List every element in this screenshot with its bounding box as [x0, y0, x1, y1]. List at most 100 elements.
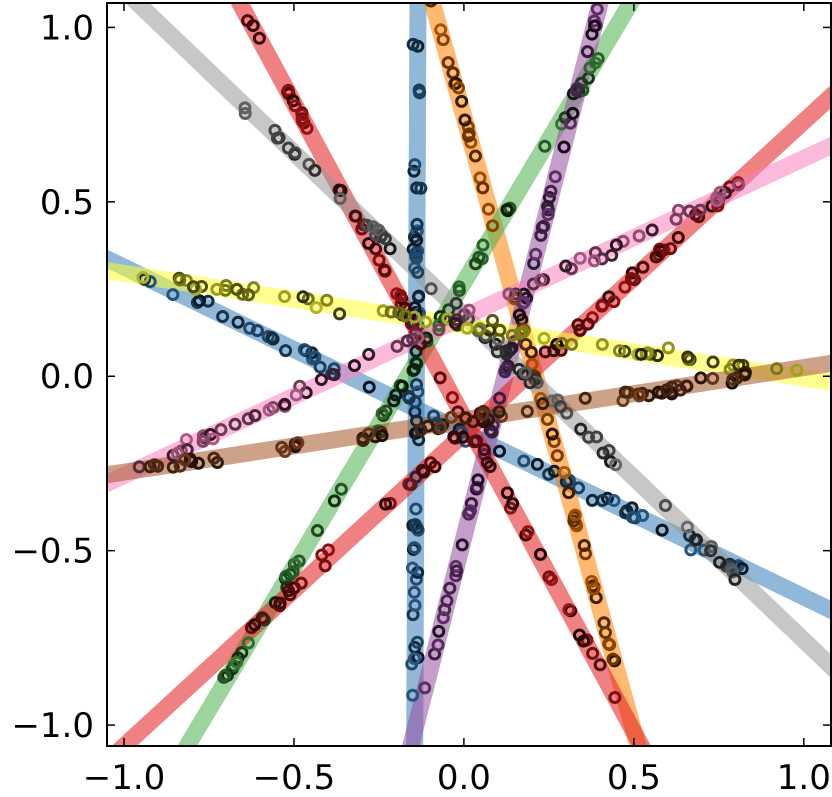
data-point — [308, 163, 322, 177]
data-point — [595, 337, 609, 351]
data-point — [535, 221, 549, 235]
data-point — [288, 99, 302, 113]
y-tick-label: 1.0 — [40, 8, 94, 48]
data-point — [390, 339, 404, 353]
data-point — [242, 288, 256, 302]
data-point — [170, 446, 184, 460]
data-point — [441, 56, 455, 70]
data-point — [713, 185, 727, 199]
data-point — [533, 547, 547, 561]
data-point — [375, 406, 389, 420]
data-point — [424, 282, 438, 296]
data-point — [286, 565, 300, 579]
data-point — [580, 45, 594, 59]
data-point — [448, 316, 462, 330]
data-point — [726, 372, 740, 386]
data-point — [523, 376, 537, 390]
data-point — [186, 280, 200, 294]
data-point — [327, 368, 341, 382]
data-point — [275, 440, 289, 454]
data-point — [296, 290, 310, 304]
data-point — [248, 618, 262, 632]
data-point — [590, 3, 604, 16]
data-point — [731, 178, 745, 192]
data-point — [770, 362, 784, 376]
data-point — [500, 203, 514, 217]
data-point — [452, 81, 466, 95]
data-point — [424, 3, 438, 8]
data-point — [455, 538, 469, 552]
data-point — [633, 389, 647, 403]
data-point — [243, 321, 257, 335]
data-point — [483, 460, 497, 474]
data-point — [587, 14, 601, 28]
x-tick-label: 0.5 — [607, 758, 661, 797]
data-point — [574, 422, 588, 436]
data-point — [585, 574, 599, 588]
data-point — [327, 494, 341, 508]
data-point — [582, 430, 596, 444]
data-point — [360, 218, 374, 232]
data-point — [440, 594, 454, 608]
data-point — [645, 223, 659, 237]
data-point — [408, 158, 422, 172]
data-point — [658, 498, 672, 512]
data-point — [624, 272, 638, 286]
data-point — [499, 362, 513, 376]
data-point — [471, 473, 485, 487]
y-axis-ticks: 1.0 0.5 0.0 −0.5 −1.0 — [11, 8, 831, 746]
data-point — [410, 233, 424, 247]
data-point — [362, 347, 376, 361]
data-point — [270, 131, 284, 145]
data-point — [537, 331, 551, 345]
data-point — [572, 481, 586, 495]
data-point — [395, 379, 409, 393]
x-tick-label: −0.5 — [253, 758, 336, 797]
data-point — [407, 652, 421, 666]
data-point — [728, 573, 742, 587]
data-point — [559, 259, 573, 273]
data-point — [606, 652, 620, 666]
data-point — [252, 31, 266, 45]
data-point — [450, 564, 464, 578]
data-point — [554, 400, 568, 414]
data-point — [291, 436, 305, 450]
data-point — [411, 265, 425, 279]
data-point — [680, 520, 694, 534]
data-point — [434, 421, 448, 435]
data-point — [460, 321, 474, 335]
data-point — [455, 94, 469, 108]
data-point — [383, 242, 397, 256]
data-point — [262, 403, 276, 417]
data-point — [661, 341, 675, 355]
data-point — [607, 295, 621, 309]
data-point — [477, 443, 491, 457]
data-point — [562, 486, 576, 500]
data-point — [415, 463, 429, 477]
data-point — [551, 393, 565, 407]
data-point — [490, 345, 504, 359]
data-point — [432, 624, 446, 638]
data-point — [590, 430, 604, 444]
data-point — [520, 404, 534, 418]
data-point — [428, 460, 442, 474]
data-point — [476, 407, 490, 421]
data-point — [384, 305, 398, 319]
data-point — [587, 582, 601, 596]
data-point — [409, 356, 423, 370]
data-point — [241, 636, 255, 650]
x-tick-label: −1.0 — [83, 758, 166, 797]
data-point — [587, 254, 601, 268]
data-point — [529, 247, 543, 261]
data-point — [562, 603, 576, 617]
data-point — [410, 217, 424, 231]
data-point — [400, 334, 414, 348]
data-point — [241, 14, 255, 28]
data-point — [608, 691, 622, 705]
data-point — [408, 518, 422, 532]
data-point — [598, 626, 612, 640]
plot-area — [107, 3, 831, 746]
data-point — [530, 376, 544, 390]
data-point — [583, 61, 597, 75]
data-point — [238, 107, 252, 121]
